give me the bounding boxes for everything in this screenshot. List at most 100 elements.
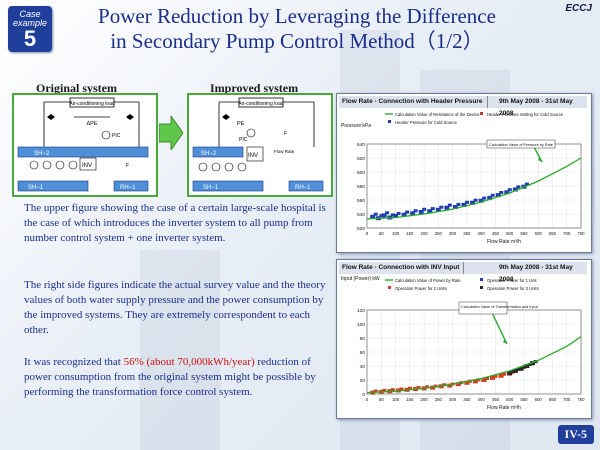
x-tick-label: 0 [366,231,369,236]
data-point [382,388,387,392]
y-tick-label: 560 [357,198,365,204]
highlight-savings: 56% (about 70,000kWh/year) [123,356,255,368]
series-line [366,336,582,394]
data-point [499,191,504,194]
plot-frame [366,143,582,229]
annotation-label: Calculation Value of Pressure by Rate [489,143,553,147]
data-point [399,387,404,391]
data-point [490,375,496,380]
data-point [379,214,384,218]
original-system-label: Original system [36,81,117,95]
data-point [493,374,498,378]
data-point [418,209,424,214]
x-tick-label: 600 [535,231,543,236]
x-tick-label: 250 [435,231,443,236]
case-badge: Case example 5 [8,6,52,52]
sh1-label: SH−1 [28,185,44,191]
x-tick-label: 150 [406,397,414,402]
data-point [478,198,484,203]
y-tick-label: 0 [362,392,365,398]
data-point [498,373,504,378]
data-point [502,372,507,376]
x-tick-label: 750 [577,397,585,402]
annotation-arrowhead [503,339,507,344]
data-point [516,185,521,189]
paragraph-3-text: reduction of power consumption from the … [24,356,316,398]
x-tick-label: 250 [435,397,443,402]
load-label: Air-conditioning load [238,101,284,107]
data-point [465,200,470,204]
data-point [487,195,493,200]
data-point [373,389,378,393]
chart-inv-input: Flow Rate - Connection with INV Input 9t… [336,259,592,419]
data-point [504,190,510,195]
annotation-arrowhead [538,157,542,162]
legend-entry: Header Pressure for Cold Source [395,120,458,125]
chart-header-pressure: Flow Rate - Connection with Header Press… [336,93,592,253]
x-tick-label: 350 [463,397,471,402]
chart-2-svg: Calculation Value of Power by Rate Operat… [341,276,585,411]
data-point [470,200,476,205]
x-tick-label: 550 [520,397,528,402]
chart-2-title: Flow Rate - Connection with INV Input [342,262,465,274]
chart-2-date-range: 9th May 2008 - 31st May 2008 [499,264,573,283]
data-point [472,379,478,384]
org-logo: ECCJ [565,3,592,14]
page-title: Power Reduction by Leveraging the Differ… [62,4,532,54]
data-point [390,388,395,392]
chart-1-svg: Calculation Value of Resistance of the D… [341,112,585,245]
x-tick-label: 100 [392,231,400,236]
data-point [464,380,470,385]
original-system-diagram: Air-conditioning load ΔPE PIC SH−2 INV F… [12,93,158,197]
annotation-box [486,139,556,149]
data-point [524,364,530,368]
x-axis-label: Flow Rate m³/h [487,405,521,411]
chart-1-title: Flow Rate - Connection with Header Press… [342,96,488,108]
f-label: F [284,131,287,137]
data-point [381,213,387,218]
sh2-label: SH−2 [201,151,217,157]
data-point [524,182,529,186]
legend-swatch [388,286,391,289]
data-point [507,371,513,375]
data-point [456,202,461,206]
dp-label: PE [237,121,245,127]
inv-label: INV [248,153,258,159]
data-point [390,213,395,217]
x-tick-label: 550 [520,231,528,236]
y-tick-label: 20 [360,378,366,384]
y-tick-label: 580 [357,184,365,190]
data-point [516,367,521,371]
y-tick-label: 540 [357,212,365,218]
sh1-label: SH−1 [203,185,219,191]
x-tick-label: 600 [535,397,543,402]
data-point [416,386,421,390]
data-point [410,211,416,216]
y-tick-label: 520 [357,226,365,232]
annotation-arrow [491,313,508,345]
data-point [442,383,447,387]
page-number: IV-5 [557,425,594,444]
x-tick-label: 500 [506,397,514,402]
data-point [422,207,427,211]
paragraph-3: It was recognized that 56% (about 70,000… [24,355,329,400]
paragraph-3-text: It was recognized that [24,356,124,368]
data-point [484,376,489,380]
paragraph-1: The upper figure showing the case of a c… [24,202,326,244]
x-tick-label: 100 [392,397,400,402]
legend-entry: Calculation Value of Power by Rate [395,278,461,283]
load-label: Air-conditioning load [69,101,115,107]
flow-rate-label: Flow Rate [274,149,295,154]
y-axis-label: Input (Power) kW [341,276,380,282]
data-point [512,187,518,192]
x-tick-label: 150 [406,231,414,236]
pic-label: PIC [239,137,248,143]
y-tick-label: 620 [357,156,365,162]
title-line-2: in Secondary Pump Control Method（1/2） [110,29,484,53]
legend-swatch [388,120,391,123]
x-tick-label: 700 [563,231,571,236]
data-point [447,383,453,388]
y-tick-label: 120 [357,308,365,314]
x-tick-label: 400 [478,397,486,402]
y-axis-label: Pressure kPa [341,123,371,129]
